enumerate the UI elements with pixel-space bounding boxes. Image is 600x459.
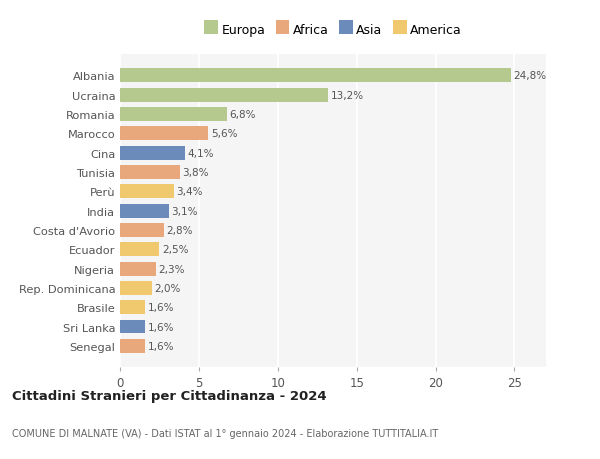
Legend: Europa, Africa, Asia, America: Europa, Africa, Asia, America — [204, 24, 462, 37]
Text: COMUNE DI MALNATE (VA) - Dati ISTAT al 1° gennaio 2024 - Elaborazione TUTTITALIA: COMUNE DI MALNATE (VA) - Dati ISTAT al 1… — [12, 428, 438, 438]
Text: 1,6%: 1,6% — [148, 341, 174, 351]
Text: 2,8%: 2,8% — [167, 225, 193, 235]
Bar — [120, 204, 169, 218]
Text: 4,1%: 4,1% — [187, 148, 214, 158]
Text: Cittadini Stranieri per Cittadinanza - 2024: Cittadini Stranieri per Cittadinanza - 2… — [12, 389, 326, 403]
Text: 6,8%: 6,8% — [230, 110, 256, 120]
Text: 3,8%: 3,8% — [182, 168, 209, 178]
Text: 3,4%: 3,4% — [176, 187, 203, 197]
Bar — [120, 320, 145, 334]
Bar — [120, 243, 160, 257]
Bar — [120, 69, 511, 83]
Bar — [120, 127, 208, 141]
Text: 2,5%: 2,5% — [162, 245, 188, 255]
Bar — [120, 185, 173, 199]
Text: 24,8%: 24,8% — [514, 71, 547, 81]
Bar — [120, 301, 145, 314]
Bar — [120, 166, 180, 179]
Bar — [120, 262, 156, 276]
Text: 2,0%: 2,0% — [154, 283, 180, 293]
Bar — [120, 89, 328, 102]
Text: 1,6%: 1,6% — [148, 322, 174, 332]
Bar — [120, 108, 227, 122]
Bar — [120, 224, 164, 237]
Text: 13,2%: 13,2% — [331, 90, 364, 101]
Bar — [120, 339, 145, 353]
Text: 5,6%: 5,6% — [211, 129, 237, 139]
Bar — [120, 146, 185, 160]
Bar — [120, 281, 152, 295]
Text: 1,6%: 1,6% — [148, 302, 174, 313]
Text: 2,3%: 2,3% — [158, 264, 185, 274]
Text: 3,1%: 3,1% — [171, 206, 198, 216]
